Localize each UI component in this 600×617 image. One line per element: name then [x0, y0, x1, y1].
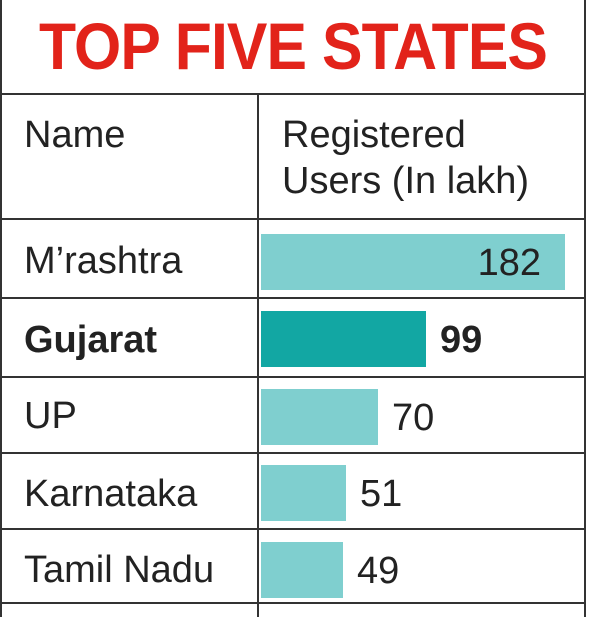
column-header-value-line2: Users (In lakh)	[282, 160, 530, 202]
bar	[261, 311, 426, 367]
category-label: Gujarat	[24, 319, 158, 361]
row-divider	[0, 452, 586, 454]
value-label: 182	[478, 242, 541, 284]
category-label: UP	[24, 395, 77, 437]
value-label: 49	[357, 550, 399, 592]
category-label: M’rashtra	[24, 240, 183, 282]
column-divider	[257, 95, 259, 617]
value-label: 99	[440, 319, 482, 361]
column-header-value: Registered Users (In lakh)	[282, 112, 582, 204]
value-label: 70	[392, 397, 434, 439]
bar	[261, 465, 346, 521]
value-label: 51	[360, 473, 402, 515]
title-divider	[0, 93, 586, 95]
chart-title: TOP FIVE STATES	[38, 9, 548, 83]
bar	[261, 389, 378, 445]
column-header-value-line1: Registered	[282, 114, 466, 156]
bar	[261, 542, 343, 598]
row-divider	[0, 602, 586, 604]
row-divider	[0, 528, 586, 530]
chart-frame	[0, 0, 586, 617]
column-header-name: Name	[24, 114, 126, 156]
category-label: Karnataka	[24, 473, 198, 515]
header-divider	[0, 218, 586, 220]
row-divider	[0, 297, 586, 299]
row-divider	[0, 376, 586, 378]
bar	[261, 234, 565, 290]
category-label: Tamil Nadu	[24, 549, 215, 591]
